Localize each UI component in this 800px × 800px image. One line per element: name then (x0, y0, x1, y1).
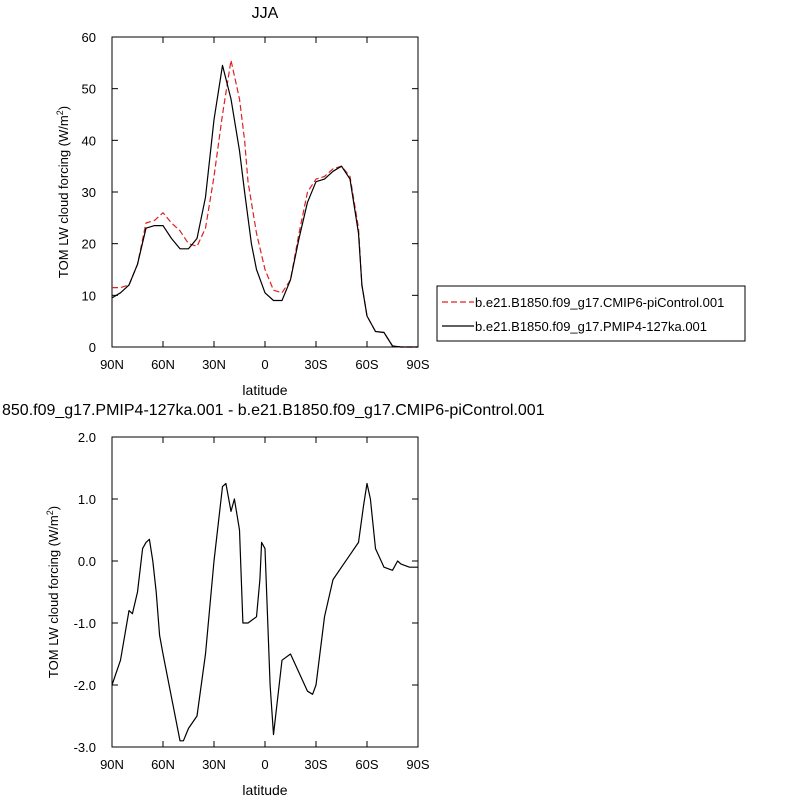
top-y-tick-label: 40 (82, 133, 96, 148)
bottom-y-axis-label: TOM LW cloud forcing (W/m2) (45, 506, 61, 678)
top-series-lines (111, 59, 418, 348)
top-x-tick-label: 60S (355, 357, 378, 372)
bottom-y-axis-label-end: ) (46, 506, 61, 510)
bottom-panel-title: 850.f09_g17.PMIP4-127ka.001 - b.e21.B185… (2, 402, 545, 419)
bottom-x-tick-label: 90N (100, 757, 124, 772)
bottom-x-tick-label: 30N (202, 757, 226, 772)
top-x-tick-label: 30N (202, 357, 226, 372)
bottom-x-axis-label: latitude (242, 782, 287, 798)
bottom-x-tick-label: 90S (406, 757, 429, 772)
bottom-x-tick-label: 60N (151, 757, 175, 772)
bottom-x-tick-label: 60S (355, 757, 378, 772)
top-x-tick-label: 90S (406, 357, 429, 372)
top-x-tick-label: 90N (100, 357, 124, 372)
top-y-axis-label-end: ) (56, 106, 71, 110)
top-y-tick-label: 10 (82, 288, 96, 303)
bottom-plot-frame (111, 436, 419, 748)
top-y-tick-label: 0 (89, 340, 96, 355)
bottom-y-axis-label-main: TOM LW cloud forcing (W/m (46, 515, 61, 678)
top-y-tick-label: 60 (82, 30, 96, 45)
legend: b.e21.B1850.f09_g17.CMIP6-piControl.001 … (436, 285, 746, 342)
bottom-y-tick-label: 0.0 (78, 554, 96, 569)
top-y-axis-label-main: TOM LW cloud forcing (W/m (56, 115, 71, 278)
top-y-axis-label: TOM LW cloud forcing (W/m2) (55, 106, 71, 278)
bottom-x-tick-label: 30S (304, 757, 327, 772)
top-x-tick-label: 30S (304, 357, 327, 372)
bottom-y-tick-label: -2.0 (74, 678, 96, 693)
top-plot-frame (111, 36, 419, 348)
top-y-tick-label: 20 (82, 237, 96, 252)
bottom-y-tick-label: -1.0 (74, 616, 96, 631)
top-x-tick-label: 60N (151, 357, 175, 372)
top-series-line-1 (111, 64, 418, 348)
top-panel: JJA 90N 60N 30N 0 30S 60S 90S 0 10 20 30 40 50 60 lat… (55, 5, 746, 398)
top-x-tick-label: 0 (261, 357, 268, 372)
top-y-tick-label: 30 (82, 185, 96, 200)
legend-label-picontrol: b.e21.B1850.f09_g17.CMIP6-piControl.001 (475, 295, 724, 310)
bottom-y-tick-label: 2.0 (78, 430, 96, 445)
bottom-x-tick-label: 0 (261, 757, 268, 772)
top-series-line-0 (112, 59, 418, 348)
top-y-axis-label-sup: 2 (55, 110, 65, 115)
bottom-ticks: 90N 60N 30N 0 30S 60S 90S -3.0 -2.0 -1.0 0.0 1.0 2.0 (74, 430, 430, 772)
bottom-panel: 850.f09_g17.PMIP4-127ka.001 - b.e21.B185… (2, 402, 545, 798)
top-panel-title: JJA (252, 5, 279, 22)
legend-label-pmip4: b.e21.B1850.f09_g17.PMIP4-127ka.001 (475, 319, 707, 334)
bottom-series-lines (111, 482, 418, 742)
bottom-y-axis-label-sup: 2 (45, 510, 55, 515)
bottom-y-tick-label: 1.0 (78, 492, 96, 507)
bottom-series-line-0 (111, 482, 418, 742)
bottom-y-tick-label: -3.0 (74, 740, 96, 755)
top-x-axis-label: latitude (242, 382, 287, 398)
legend-box (436, 285, 746, 342)
top-ticks: 90N 60N 30N 0 30S 60S 90S 0 10 20 30 40 50 60 (82, 30, 430, 372)
top-y-tick-label: 50 (82, 82, 96, 97)
